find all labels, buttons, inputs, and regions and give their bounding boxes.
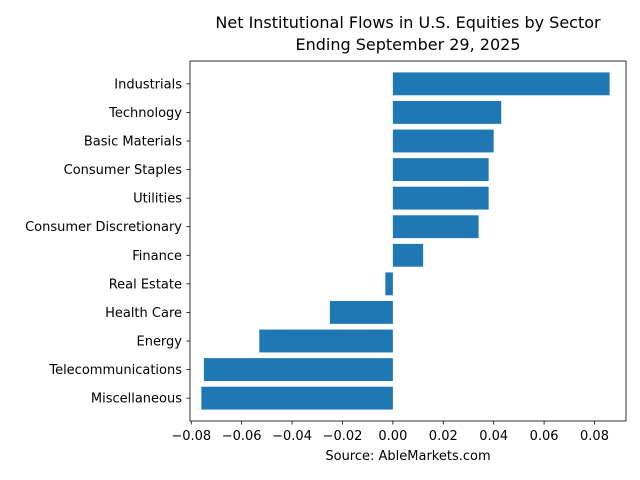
bar-finance: [392, 243, 424, 267]
x-tick-label: 0.02: [429, 429, 458, 444]
bar-basic-materials: [392, 129, 494, 153]
x-tick-label: 0.04: [479, 429, 508, 444]
y-tick-label: Telecommunications: [48, 363, 182, 378]
bar-telecommunications: [203, 358, 393, 381]
bar-industrials: [392, 72, 610, 96]
y-tick-label: Consumer Staples: [64, 163, 183, 178]
bar-energy: [259, 329, 393, 353]
plot-frame: [189, 60, 627, 422]
bar-consumer-staples: [392, 158, 489, 181]
bar-technology: [392, 101, 502, 124]
y-tick-label: Energy: [136, 335, 182, 350]
y-tick-label: Technology: [108, 106, 182, 121]
x-tick-label: 0.06: [530, 429, 559, 444]
x-axis-label: Source: AbleMarkets.com: [325, 449, 491, 464]
y-tick-label: Consumer Discretionary: [25, 220, 182, 235]
x-tick-label: 0.00: [378, 429, 407, 444]
y-tick-label: Utilities: [133, 192, 182, 207]
chart-title-line-2: Ending September 29, 2025: [295, 35, 521, 54]
bar-real-estate: [385, 272, 393, 296]
y-tick-label: Finance: [132, 249, 182, 264]
y-tick-label: Basic Materials: [84, 135, 182, 150]
x-tick-label: −0.02: [323, 429, 363, 444]
bar-utilities: [392, 186, 489, 210]
y-tick-label: Real Estate: [109, 277, 182, 292]
x-tick-label: −0.06: [222, 429, 262, 444]
bar-consumer-discretionary: [392, 215, 479, 239]
x-tick-label: −0.08: [171, 429, 211, 444]
x-tick-label: 0.08: [580, 429, 609, 444]
y-tick-label: Miscellaneous: [91, 392, 182, 407]
y-tick-label: Industrials: [114, 77, 182, 92]
x-tick-label: −0.04: [272, 429, 312, 444]
bar-miscellaneous: [201, 386, 393, 410]
bar-health-care: [329, 301, 393, 324]
chart-title-line-1: Net Institutional Flows in U.S. Equities…: [215, 13, 601, 32]
y-tick-label: Health Care: [105, 306, 182, 321]
